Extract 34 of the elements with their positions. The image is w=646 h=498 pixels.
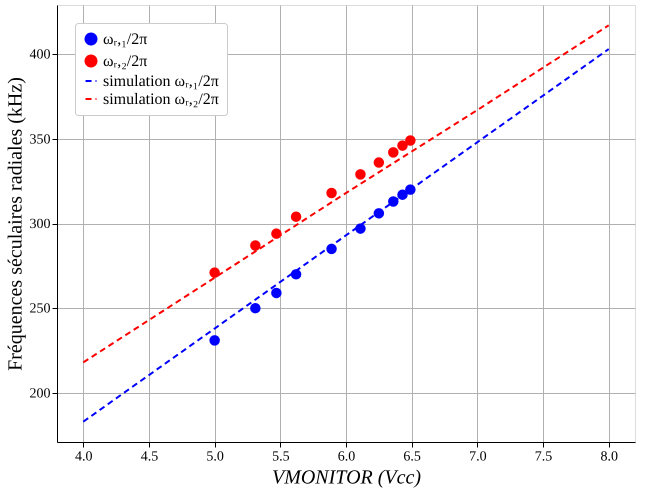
legend-label: ωᵣ,₂/2π	[103, 53, 148, 70]
x-tick-label: 5.0	[206, 450, 224, 464]
point	[250, 302, 261, 314]
point	[405, 135, 416, 146]
point	[388, 147, 399, 158]
legend-label: simulation ωᵣ,₁/2π	[103, 73, 219, 90]
point	[250, 240, 261, 251]
x-tick-label: 5.5	[272, 450, 290, 464]
point	[355, 169, 366, 180]
point	[326, 188, 337, 198]
x-tick-label: 6.0	[338, 450, 356, 464]
x-tick-label: 8.0	[600, 450, 618, 464]
y-axis-title: Fréquences séculaires radiales (kHz)	[4, 77, 26, 371]
y-tick-label: 400	[30, 48, 50, 63]
point	[374, 157, 384, 168]
line-series	[82, 48, 610, 423]
x-tick-label: 7.5	[534, 450, 552, 464]
point	[209, 267, 220, 278]
x-tick-label: 4.0	[75, 450, 93, 464]
y-tick-label: 200	[30, 386, 50, 402]
y-tick-label: 250	[30, 302, 50, 317]
point	[397, 140, 408, 151]
x-tick-label: 4.5	[140, 450, 158, 464]
x-tick-label: 6.5	[403, 450, 421, 464]
legend-label: simulation ωᵣ,₂/2π	[103, 91, 219, 108]
legend-label: ωᵣ,₁/2π	[103, 31, 148, 48]
line-series	[82, 24, 610, 364]
y-tick-label: 350	[30, 132, 50, 148]
y-tick-label: 300	[30, 217, 50, 232]
x-tick-label: 7.0	[469, 450, 487, 464]
point	[271, 288, 282, 298]
point	[209, 335, 220, 346]
point	[290, 211, 302, 222]
x-axis-title: VMONITOR (Vcc)	[272, 466, 422, 488]
